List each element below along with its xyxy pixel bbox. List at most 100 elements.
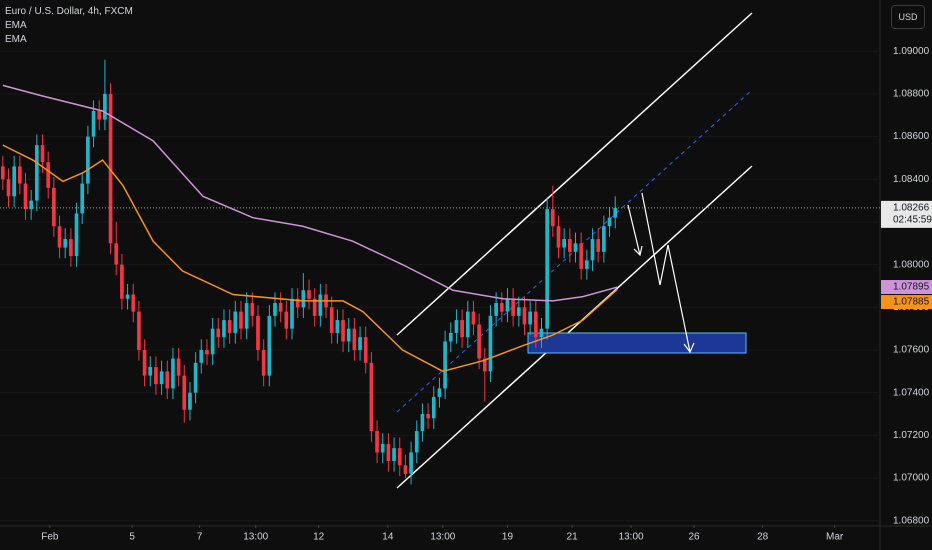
- candle-body: [137, 311, 141, 350]
- x-tick-label: 13:00: [430, 532, 455, 543]
- candle-body: [505, 298, 510, 312]
- candle-body: [301, 290, 306, 308]
- candle-body: [499, 303, 504, 312]
- candle-body: [250, 303, 255, 316]
- candle-body: [193, 362, 198, 393]
- candle-body: [477, 324, 481, 359]
- symbol-title: Euro / U.S. Dollar, 4h, FXCM: [5, 6, 133, 17]
- x-tick-label: 5: [129, 532, 135, 543]
- candle-body: [52, 187, 56, 227]
- candle-body: [63, 239, 68, 248]
- candle-body: [550, 209, 555, 227]
- drawings: [396, 12, 753, 489]
- x-tick-label: 13:00: [619, 532, 644, 543]
- x-tick-label: 28: [757, 532, 769, 543]
- candle-body: [607, 217, 612, 227]
- candle-body: [205, 350, 209, 355]
- x-tick-label: 26: [688, 532, 700, 543]
- candle-body: [596, 239, 601, 252]
- legend-entry: EMA: [5, 34, 27, 45]
- y-tick-label: 1.07000: [893, 473, 930, 484]
- candle-body: [176, 358, 181, 376]
- ema-price-label: 1.07895: [893, 282, 930, 293]
- candle-body: [602, 226, 606, 252]
- candle-body: [57, 226, 62, 248]
- candle-body: [199, 350, 204, 363]
- candle-body: [165, 371, 170, 389]
- candle-body: [335, 320, 340, 333]
- candle-body: [97, 110, 102, 120]
- arrow-head: [633, 245, 643, 257]
- candle-body: [516, 307, 521, 316]
- candle-body: [488, 315, 493, 372]
- candle-body: [103, 93, 107, 120]
- candle-body: [69, 239, 73, 257]
- candle-body: [210, 328, 215, 355]
- candle-body: [448, 332, 453, 342]
- y-tick-label: 1.08600: [893, 131, 930, 142]
- candle-body: [131, 294, 136, 312]
- candle-body: [494, 303, 498, 316]
- candle-body: [358, 337, 362, 350]
- candle-body: [380, 443, 385, 453]
- candle-body: [522, 307, 527, 325]
- candle-body: [375, 431, 379, 453]
- candle-body: [312, 298, 317, 316]
- ema-line: [2, 144, 618, 373]
- candle-body: [12, 166, 17, 197]
- candle-body: [273, 303, 277, 316]
- candle-body: [585, 260, 589, 269]
- candle-body: [216, 328, 221, 338]
- candle-body: [341, 320, 345, 342]
- ema-price-box: [881, 280, 932, 295]
- currency-button[interactable]: USD: [891, 5, 925, 29]
- countdown-label: 02:45:59: [893, 215, 932, 226]
- y-tick-label: 1.09000: [893, 46, 930, 57]
- candle-body: [222, 320, 226, 338]
- candle-body: [40, 145, 45, 163]
- candle-body: [114, 243, 119, 265]
- y-tick-label: 1.08000: [893, 259, 930, 270]
- candle-body: [562, 239, 567, 248]
- y-tick-label: 1.08800: [893, 89, 930, 100]
- candle-body: [346, 328, 351, 342]
- candle-body: [159, 371, 164, 385]
- y-tick-label: 1.07400: [893, 387, 930, 398]
- candle-body: [409, 452, 413, 474]
- candle-body: [420, 414, 425, 432]
- x-tick-label: 7: [197, 532, 203, 543]
- y-tick-label: 1.07600: [893, 345, 930, 356]
- projection-arrow: [627, 204, 641, 256]
- candle-body: [91, 110, 96, 137]
- candle-body: [120, 264, 124, 299]
- candle-body: [307, 290, 311, 299]
- candle-body: [369, 362, 374, 432]
- candle-body: [568, 239, 572, 252]
- candle-body: [46, 162, 51, 188]
- candle-body: [533, 311, 538, 338]
- candle-body: [528, 311, 532, 325]
- candle-body: [579, 243, 584, 269]
- candle-body: [233, 311, 238, 333]
- x-tick-label: 21: [567, 532, 579, 543]
- candle-body: [86, 136, 90, 184]
- candle-body: [386, 443, 391, 461]
- x-tick-label: 13:00: [243, 532, 268, 543]
- candle-body: [573, 243, 578, 252]
- ema-price-box: [881, 295, 932, 310]
- candle-body: [261, 350, 266, 376]
- candle-body: [443, 341, 447, 389]
- candle-body: [426, 414, 430, 419]
- candle-body: [397, 448, 402, 466]
- x-tick-label: Mar: [826, 532, 844, 543]
- legend-entry: EMA: [5, 20, 27, 31]
- candle-body: [329, 307, 334, 333]
- candle-body: [239, 311, 243, 329]
- candle-body: [256, 315, 260, 350]
- x-tick-label: 14: [382, 532, 394, 543]
- candle-body: [35, 145, 39, 201]
- channel-upper: [396, 12, 753, 336]
- ema-line: [2, 84, 618, 302]
